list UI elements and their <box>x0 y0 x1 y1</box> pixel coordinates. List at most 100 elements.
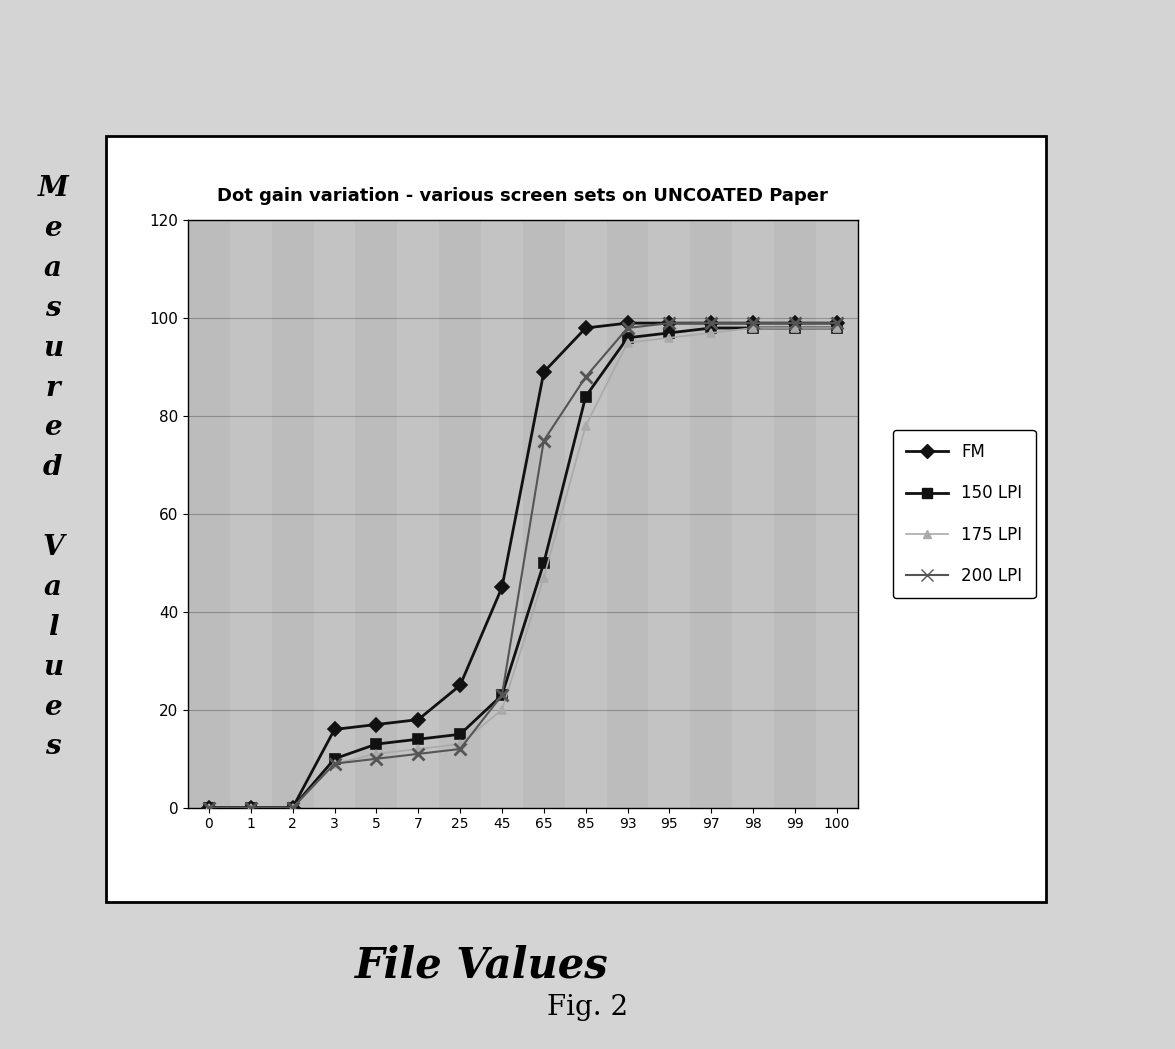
Bar <box>481 220 523 808</box>
150 LPI <box>704 322 718 335</box>
150 LPI <box>663 326 677 339</box>
FM <box>495 581 509 594</box>
175 LPI <box>620 337 634 349</box>
200 LPI <box>411 748 425 761</box>
Text: e: e <box>45 693 61 721</box>
150 LPI <box>746 322 760 335</box>
Bar <box>271 220 314 808</box>
150 LPI <box>328 752 342 765</box>
175 LPI <box>202 801 216 814</box>
200 LPI <box>537 434 551 447</box>
Text: e: e <box>45 215 61 242</box>
200 LPI <box>369 752 383 765</box>
Text: u: u <box>42 654 63 681</box>
Text: s: s <box>45 733 61 761</box>
FM <box>830 317 844 329</box>
150 LPI <box>537 557 551 570</box>
FM <box>704 317 718 329</box>
Line: FM: FM <box>204 318 841 813</box>
FM <box>411 713 425 726</box>
175 LPI <box>369 748 383 761</box>
Bar <box>314 220 355 808</box>
FM <box>454 679 468 691</box>
FM <box>746 317 760 329</box>
200 LPI <box>704 317 718 329</box>
175 LPI <box>663 331 677 344</box>
150 LPI <box>620 331 634 344</box>
Bar <box>732 220 774 808</box>
Bar <box>355 220 397 808</box>
Bar <box>691 220 732 808</box>
150 LPI <box>830 322 844 335</box>
Bar <box>188 220 230 808</box>
175 LPI <box>578 420 592 432</box>
200 LPI <box>286 801 300 814</box>
175 LPI <box>454 737 468 750</box>
175 LPI <box>243 801 257 814</box>
200 LPI <box>663 317 677 329</box>
Bar <box>523 220 565 808</box>
150 LPI <box>495 689 509 702</box>
200 LPI <box>202 801 216 814</box>
Bar <box>565 220 606 808</box>
Bar <box>439 220 481 808</box>
175 LPI <box>411 743 425 755</box>
FM <box>620 317 634 329</box>
Line: 150 LPI: 150 LPI <box>204 323 841 813</box>
Text: File Values: File Values <box>355 944 609 986</box>
FM <box>663 317 677 329</box>
Line: 200 LPI: 200 LPI <box>202 317 844 814</box>
FM <box>369 719 383 731</box>
175 LPI <box>788 322 803 335</box>
200 LPI <box>620 322 634 335</box>
150 LPI <box>369 737 383 750</box>
Text: a: a <box>43 574 62 601</box>
Bar <box>230 220 271 808</box>
FM <box>286 801 300 814</box>
200 LPI <box>746 317 760 329</box>
150 LPI <box>454 728 468 741</box>
Bar <box>397 220 439 808</box>
200 LPI <box>830 317 844 329</box>
FM <box>788 317 803 329</box>
Text: Fig. 2: Fig. 2 <box>546 993 629 1021</box>
FM <box>243 801 257 814</box>
150 LPI <box>411 733 425 746</box>
150 LPI <box>578 390 592 403</box>
150 LPI <box>243 801 257 814</box>
200 LPI <box>578 370 592 383</box>
Text: u: u <box>42 335 63 362</box>
175 LPI <box>537 572 551 584</box>
175 LPI <box>746 322 760 335</box>
150 LPI <box>788 322 803 335</box>
Bar <box>815 220 858 808</box>
Text: s: s <box>45 295 61 322</box>
Bar <box>606 220 649 808</box>
Text: a: a <box>43 255 62 282</box>
175 LPI <box>286 801 300 814</box>
FM <box>578 322 592 335</box>
Line: 175 LPI: 175 LPI <box>204 324 841 812</box>
Text: r: r <box>46 374 60 402</box>
Bar <box>649 220 691 808</box>
175 LPI <box>328 757 342 770</box>
FM <box>202 801 216 814</box>
Text: d: d <box>43 454 62 481</box>
Text: l: l <box>48 614 58 641</box>
200 LPI <box>328 757 342 770</box>
Text: e: e <box>45 414 61 442</box>
200 LPI <box>454 743 468 755</box>
200 LPI <box>788 317 803 329</box>
FM <box>328 723 342 735</box>
Legend: FM, 150 LPI, 175 LPI, 200 LPI: FM, 150 LPI, 175 LPI, 200 LPI <box>893 430 1035 598</box>
Text: V: V <box>42 534 63 561</box>
175 LPI <box>495 704 509 716</box>
FM <box>537 366 551 379</box>
175 LPI <box>704 326 718 339</box>
Text: M: M <box>38 175 68 202</box>
150 LPI <box>286 801 300 814</box>
200 LPI <box>495 689 509 702</box>
Bar <box>774 220 815 808</box>
150 LPI <box>202 801 216 814</box>
200 LPI <box>243 801 257 814</box>
